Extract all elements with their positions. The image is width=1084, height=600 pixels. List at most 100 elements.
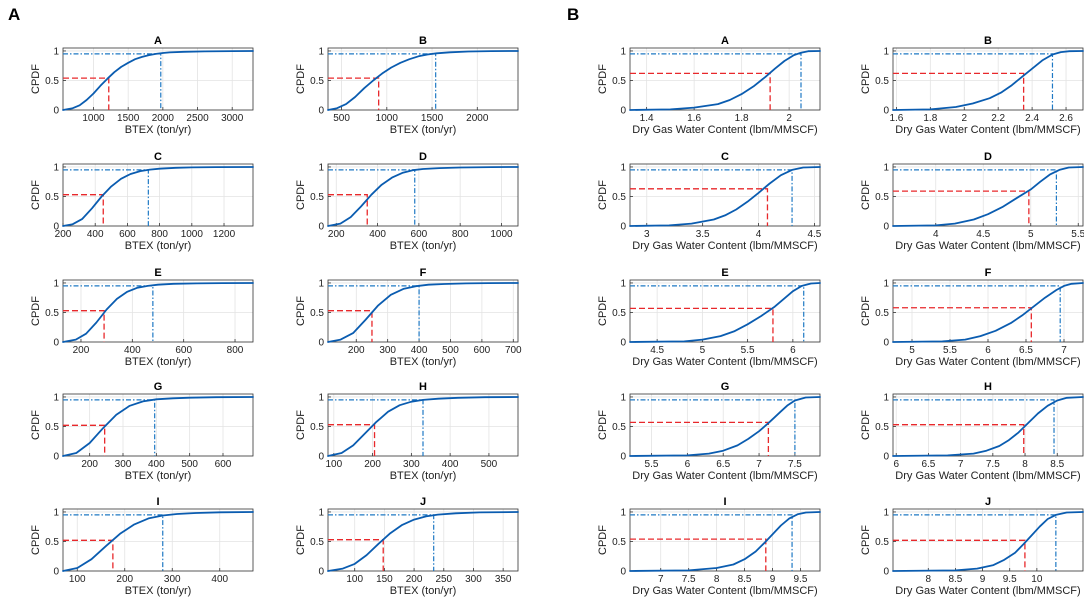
plot-b-a: 1.4 1.6 1.8 2 0 0.5 1 A Dry Gas Water Content (l…: [597, 35, 821, 136]
plot-a-a-xtick-label-2: 2000: [152, 113, 175, 124]
plot-b-b-ylabel: CPDF: [860, 64, 872, 94]
plot-b-h-ylabel: CPDF: [860, 410, 872, 440]
plot-a-d-ylabel: CPDF: [295, 180, 307, 210]
plot-a-f-xtick-label-3: 500: [442, 345, 459, 356]
plot-a-f-xtick-label-4: 600: [474, 345, 491, 356]
plot-a-b-xtick-label-2: 1500: [421, 113, 444, 124]
plot-b-a-ytick-label-0: 0: [620, 106, 626, 117]
plot-a-d-xtick-label-2: 600: [411, 229, 428, 240]
plot-a-e-xtick-label-2: 600: [175, 345, 192, 356]
plot-a-b-ytick-label-2: 1: [318, 46, 324, 57]
plot-b-b-mean-marker: [893, 72, 1025, 110]
plot-a-f-ytick-label-0: 0: [318, 338, 324, 349]
plot-a-f-xtick-label-0: 200: [348, 345, 365, 356]
plot-a-b-ytick-label-0: 0: [318, 106, 324, 117]
plot-a-c-xlabel: BTEX (ton/yr): [125, 240, 192, 252]
plot-b-f-xtick-label-4: 7: [1061, 345, 1067, 356]
plot-a-c-title: C: [154, 151, 162, 163]
plot-b-b-xtick-label-5: 2.6: [1059, 113, 1073, 124]
plot-a-j-mean-marker: [328, 539, 384, 571]
plot-b-d-ylabel: CPDF: [860, 180, 872, 210]
plot-b-c-ytick-label-1: 0.5: [612, 192, 626, 203]
plot-a-c-ylabel: CPDF: [30, 180, 42, 210]
plot-b-g-ytick-label-1: 0.5: [612, 422, 626, 433]
plot-a-f: 200 300 400 500 600 700 0 0.5 1 F BTEX (ton/yr) CPD…: [295, 267, 522, 368]
plot-b-i-axes-frame: [629, 508, 821, 572]
plot-b-c-cdf-line: [629, 166, 821, 227]
plot-b-i: 7 7.5 8 8.5 9 9.5 0 0.5 1 I Dry Gas Water Content …: [597, 496, 821, 597]
panel-letter-b: B: [567, 5, 579, 24]
plot-b-f-xtick-label-3: 6.5: [1019, 345, 1033, 356]
plot-a-a-xlabel: BTEX (ton/yr): [125, 124, 192, 136]
plot-a-i-cdf-line: [62, 511, 254, 572]
plot-a-a-xtick-label-3: 2500: [186, 113, 209, 124]
plot-b-e: 4.5 5 5.5 6 0 0.5 1 E Dry Gas Water Content (lbm…: [597, 267, 821, 368]
plot-a-h-xtick-label-3: 400: [442, 459, 459, 470]
plot-a-f-mean-marker: [328, 310, 373, 342]
plot-b-d-xtick-label-3: 5.5: [1071, 229, 1084, 240]
plot-a-d: 200 400 600 800 1000 0 0.5 1 D BTEX (ton/yr) CPDF: [295, 151, 519, 252]
plot-a-d-xlabel: BTEX (ton/yr): [390, 240, 457, 252]
plot-b-f-title: F: [985, 267, 992, 279]
plot-b-j-ytick-label-0: 0: [883, 567, 889, 578]
plot-b-j-title: J: [985, 496, 991, 508]
plot-b-f-xtick-label-1: 5.5: [943, 345, 957, 356]
plot-a-h-ytick-label-1: 0.5: [310, 422, 324, 433]
plot-a-b-mean-marker: [328, 77, 380, 110]
plot-b-e-ytick-label-1: 0.5: [612, 308, 626, 319]
plot-a-c: 200 400 600 800 1000 1200 0 0.5 1 C BTEX (ton/yr) C…: [30, 151, 254, 252]
plot-b-j-p95-marker: [893, 514, 1057, 571]
plot-a-a-xtick-label-4: 3000: [221, 113, 244, 124]
plot-b-i-ytick-label-0: 0: [620, 567, 626, 578]
plot-a-h-xlabel: BTEX (ton/yr): [390, 470, 457, 482]
plot-b-i-p95-marker: [630, 514, 793, 571]
plot-a-i-xlabel: BTEX (ton/yr): [125, 585, 192, 597]
plot-b-g-xlabel: Dry Gas Water Content (lbm/MMSCF): [632, 470, 817, 482]
plot-a-d-xtick-label-1: 400: [369, 229, 386, 240]
plot-a-a-xtick-label-1: 1500: [117, 113, 140, 124]
plot-a-b-cdf-line: [327, 50, 519, 111]
plot-a-c-cdf-line: [62, 166, 254, 227]
plot-a-g-cdf-line: [62, 396, 254, 457]
plot-b-b-ytick-label-2: 1: [883, 46, 889, 57]
plot-b-j-mean-marker: [893, 539, 1026, 571]
panel-letter-a: A: [8, 5, 20, 24]
plot-b-j-xtick-label-0: 8: [926, 574, 932, 585]
plot-a-f-xlabel: BTEX (ton/yr): [390, 356, 457, 368]
plot-b-i-xtick-label-5: 9.5: [793, 574, 807, 585]
plot-b-d-xtick-label-1: 4.5: [976, 229, 990, 240]
plot-b-h-xtick-label-1: 6.5: [921, 459, 935, 470]
plot-a-d-title: D: [419, 151, 427, 163]
plot-a-i-xtick-label-1: 200: [116, 574, 133, 585]
plot-a-j-xtick-label-5: 350: [495, 574, 512, 585]
plot-a-b-ytick-label-1: 0.5: [310, 76, 324, 87]
plot-a-b-xtick-label-3: 2000: [466, 113, 489, 124]
plot-b-d-ytick-label-2: 1: [883, 162, 889, 173]
plot-b-g-p95-marker: [630, 399, 796, 456]
plot-a-g-ytick-label-2: 1: [53, 392, 59, 403]
plot-b-d-title: D: [984, 151, 992, 163]
plot-a-h-xtick-label-1: 200: [364, 459, 381, 470]
plot-a-i-p95-marker: [63, 514, 164, 571]
plot-b-b-ytick-label-1: 0.5: [875, 76, 889, 87]
plot-b-f-cdf-line: [892, 282, 1084, 343]
plot-a-i-xtick-label-2: 300: [164, 574, 181, 585]
plot-b-a-cdf-line: [629, 50, 821, 111]
plot-a-d-p95-marker: [328, 169, 416, 226]
plot-b-j-ylabel: CPDF: [860, 525, 872, 555]
plot-b-h-mean-marker: [893, 424, 1025, 456]
plot-b-g-xtick-label-2: 6.5: [716, 459, 730, 470]
plot-a-g-xtick-label-3: 500: [181, 459, 198, 470]
plot-b-b-xlabel: Dry Gas Water Content (lbm/MMSCF): [895, 124, 1080, 136]
plot-a-b-xtick-label-0: 500: [333, 113, 350, 124]
plot-a-e-ytick-label-0: 0: [53, 338, 59, 349]
plot-b-d: 4 4.5 5 5.5 0 0.5 1 D Dry Gas Water Content (lbm…: [860, 151, 1084, 252]
plot-b-h-xlabel: Dry Gas Water Content (lbm/MMSCF): [895, 470, 1080, 482]
plot-b-f-ytick-label-0: 0: [883, 338, 889, 349]
plot-a-a-title: A: [154, 35, 162, 47]
plot-b-b-cdf-line: [892, 50, 1084, 111]
plot-a-h: 100 200 300 400 500 0 0.5 1 H BTEX (ton/yr) CPDF: [295, 381, 519, 482]
plot-a-h-ytick-label-2: 1: [318, 392, 324, 403]
plot-b-a-xtick-label-2: 1.8: [735, 113, 749, 124]
plot-b-d-ytick-label-0: 0: [883, 222, 889, 233]
